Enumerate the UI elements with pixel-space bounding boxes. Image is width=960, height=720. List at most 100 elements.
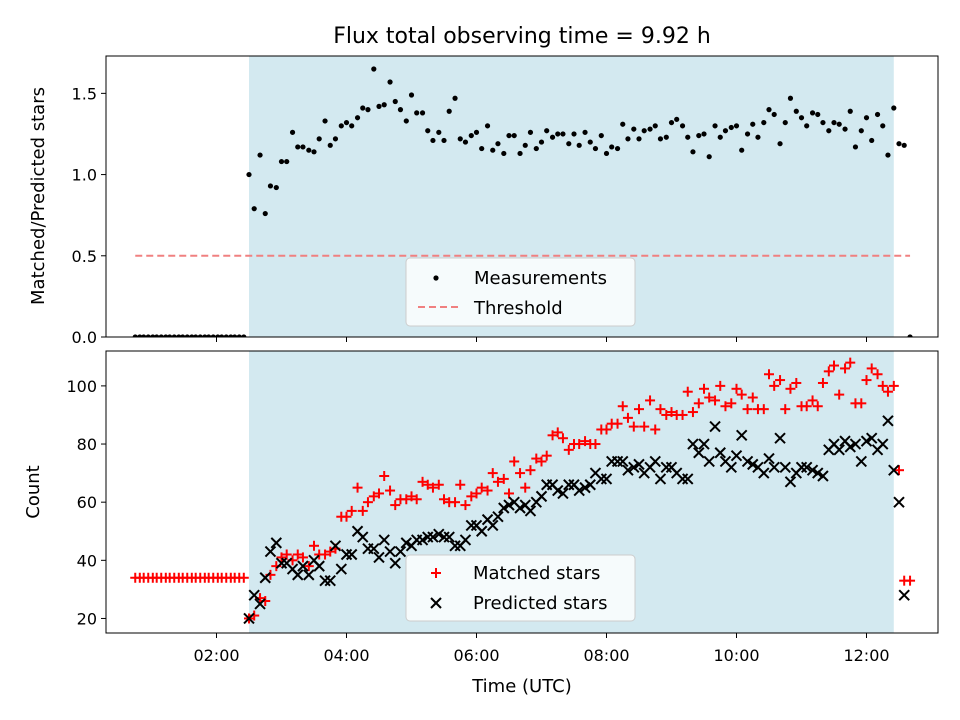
measurement-point — [560, 131, 566, 137]
x-stroke — [481, 513, 494, 526]
measurement-point — [457, 136, 463, 142]
bottom-plot-area — [130, 357, 916, 625]
x-stroke — [243, 612, 255, 625]
measurement-point — [150, 334, 156, 337]
measurement-point — [587, 139, 593, 145]
measurement-point — [403, 118, 409, 124]
x-stroke — [519, 499, 531, 511]
measurement-point — [787, 95, 794, 101]
predicted-stars-point — [698, 438, 710, 450]
predicted-stars-point — [503, 499, 515, 511]
measurement-point — [696, 132, 702, 139]
legend-measurements-label: Measurements — [474, 268, 607, 289]
measurement-point — [419, 110, 426, 116]
measurement-point — [414, 110, 420, 116]
top-axes-frame — [105, 55, 939, 338]
measurement-point — [215, 334, 221, 337]
measurement-point — [842, 126, 848, 132]
measurement-point — [197, 334, 203, 337]
x-stroke — [725, 461, 738, 473]
measurement-point — [137, 334, 143, 337]
x-stroke — [730, 449, 743, 462]
matched-stars-point — [699, 383, 709, 394]
x-stroke — [877, 438, 889, 450]
x-stroke — [389, 557, 401, 569]
predicted-stars-point — [844, 441, 856, 453]
measurement-point — [392, 98, 398, 105]
x-stroke — [698, 438, 710, 450]
measurement-point — [501, 150, 507, 157]
matched-stars-point — [417, 476, 428, 487]
matched-stars-point — [726, 398, 737, 409]
predicted-stars-point — [735, 429, 748, 442]
matched-stars-point — [882, 386, 893, 397]
matched-stars-point — [645, 395, 656, 406]
x-stroke — [579, 481, 591, 494]
predicted-stars-point — [248, 589, 260, 601]
measurement-point — [874, 111, 881, 118]
matched-stars-point — [736, 389, 747, 400]
x-stroke — [828, 438, 840, 450]
measurement-point — [522, 142, 528, 148]
predicted-stars-point — [259, 572, 271, 584]
matched-stars-point — [352, 482, 363, 493]
measurement-point — [901, 142, 907, 148]
matched-stars-point — [823, 366, 834, 377]
matched-stars-point — [460, 500, 471, 511]
measurement-point — [223, 334, 229, 337]
x-tick-label: 06:00 — [453, 646, 499, 665]
measurement-point — [284, 158, 290, 165]
matched-stars-point — [368, 491, 379, 502]
measurement-point — [397, 107, 404, 113]
matched-stars-point — [303, 561, 314, 572]
x-stroke — [660, 461, 673, 473]
measurement-point — [441, 137, 447, 144]
measurement-point — [631, 126, 637, 132]
measurement-point — [430, 137, 436, 144]
matched-stars-point — [574, 439, 585, 450]
bottom-panel: 20 40 60 80 100 02:00 04:00 06:00 08:00 10:00 12:… — [23, 350, 939, 697]
measurement-point — [733, 123, 740, 129]
y-tick-label: 20 — [77, 609, 97, 628]
x-stroke — [351, 525, 364, 537]
x-stroke — [584, 479, 596, 491]
predicted-stars-point — [676, 473, 689, 485]
x-stroke — [384, 545, 396, 558]
top-panel: 0.0 0.5 1.0 1.5 Matched/Predicted stars Mea… — [28, 55, 939, 347]
predicted-stars-point — [524, 505, 537, 517]
matched-stars-point — [817, 377, 828, 388]
x-stroke — [443, 531, 455, 543]
measurement-point — [506, 132, 512, 139]
measurement-point — [728, 124, 734, 131]
x-stroke — [898, 589, 910, 601]
matched-stars-point — [309, 540, 319, 551]
x-stroke — [308, 554, 320, 567]
predicted-stars-point — [817, 470, 829, 482]
x-stroke — [303, 569, 315, 581]
matched-stars-point — [515, 468, 526, 479]
predicted-stars-point — [487, 519, 499, 532]
predicted-stars-point — [340, 548, 353, 561]
x-stroke — [324, 574, 336, 587]
predicted-stars-point — [335, 563, 348, 575]
matched-stars-point — [856, 398, 867, 409]
predicted-stars-point — [660, 461, 673, 473]
measurement-point — [145, 334, 151, 337]
matched-stars-point — [769, 380, 780, 391]
matched-stars-point — [292, 549, 303, 560]
measurement-point — [468, 132, 474, 139]
measurement-point — [376, 103, 382, 109]
y-tick-label: 60 — [77, 493, 97, 512]
measurement-point — [555, 131, 561, 137]
measurement-point — [869, 137, 875, 144]
measurement-point — [847, 108, 853, 114]
predicted-stars-point — [882, 415, 894, 427]
matched-stars-point — [687, 407, 698, 418]
predicted-stars-point — [345, 548, 358, 561]
y-tick-label: 80 — [77, 435, 97, 454]
measurement-point — [907, 334, 913, 337]
x-stroke — [849, 438, 862, 450]
x-stroke — [514, 502, 526, 514]
top-y-axis-label: Matched/Predicted stars — [28, 87, 49, 305]
x-stroke — [817, 470, 829, 482]
